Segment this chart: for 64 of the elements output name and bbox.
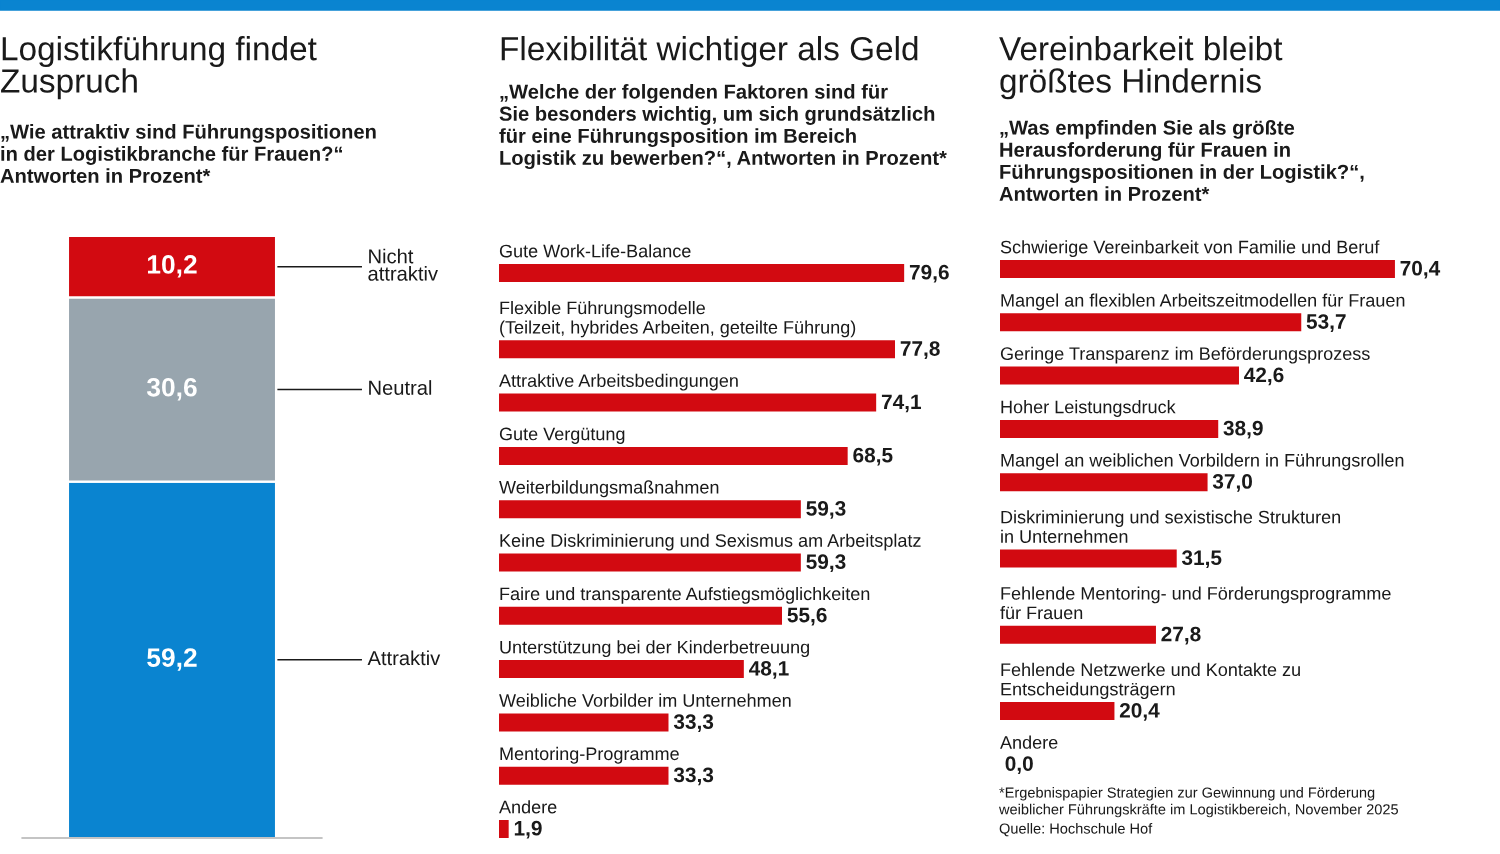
y-tick-label: Faire und transparente Aufstiegsmöglichkeiten (500, 586, 870, 604)
bar (499, 606, 782, 625)
data-label: 31,5 (1181, 550, 1222, 569)
text: Attraktiv (367, 650, 441, 666)
y-tick-label: Weibliche Vorbilder im Unternehmen (499, 693, 791, 707)
text: Nicht attraktiv (368, 248, 438, 281)
y-tick-label: Mangel an weiblichen Vorbildern in Führungsrollen (1001, 453, 1404, 471)
data-label: 77,8 (900, 341, 940, 359)
y-tick-label: Unterstützung bei der Kinderbetreuung (500, 640, 809, 658)
data-label: 48,1 (749, 660, 789, 679)
data-label: 74,1 (881, 394, 921, 413)
y-tick-label: Gute Work-Life-Balance (499, 244, 691, 258)
bar (499, 553, 801, 572)
y-tick-label: Mentoring-Programme (500, 746, 679, 764)
source-note: Quelle: Hochschule Hof (999, 823, 1153, 837)
bar (499, 766, 669, 785)
y-tick-label: Schwierige Vereinbarkeit von Familie und Beruf (1000, 240, 1380, 257)
text: *Ergebnispapier Strategien zur Gewinnung und Förderung weiblicher Führungskräfte im Logistikbereich, November 2025 (998, 787, 1398, 818)
y-tick-label: Geringe Transparenz im Beförderungsprozess (1000, 346, 1370, 364)
data-label: 33,3 (673, 767, 714, 786)
y-tick-label: Andere (1000, 735, 1058, 749)
bar (499, 820, 509, 838)
y-tick-label: Fehlende Mentoring- und Förderungsprogramme für Frauen (1000, 586, 1391, 620)
chart-subtitle: „Wie attraktiv sind Führungspositionen in der Logistikbranche für Frauen?“ Antworten in Prozent* (0, 124, 376, 183)
y-tick-label: Fehlende Netzwerke und Kontakte zu Entscheidungsträgern (1001, 662, 1300, 700)
data-label: 0,0 (1005, 756, 1033, 775)
bar (499, 660, 744, 679)
data-label: 1,9 (514, 820, 542, 839)
data-label: 33,3 (673, 714, 714, 733)
data-label: 27,8 (1161, 626, 1201, 645)
chart-title: Flexibilität wichtiger als Geld (501, 36, 918, 68)
bar (499, 446, 848, 465)
data-label: 37,0 (1212, 474, 1252, 492)
data-label: 38,9 (1223, 420, 1263, 439)
chart-title: Vereinbarkeit bleibt größtes Hindernis (999, 36, 1283, 100)
data-label: 30,6 (146, 377, 197, 401)
bar (499, 500, 801, 519)
data-label: 59,3 (806, 554, 846, 573)
chart-title: Logistikführung findet Zuspruch (1, 36, 317, 100)
bar (499, 713, 669, 732)
data-label: 42,6 (1244, 367, 1284, 386)
y-tick-label: Weiterbildungsmaßnahmen (499, 480, 719, 498)
y-tick-label: Keine Diskriminierung und Sexismus am Arbeitsplatz (500, 533, 921, 551)
data-label: 79,6 (909, 264, 949, 283)
data-label: 68,5 (853, 447, 893, 466)
y-tick-label: Gute Vergütung (499, 427, 625, 444)
data-label: 55,6 (787, 607, 827, 626)
chart-subtitle: „Welche der folgenden Faktoren sind für Sie besonders wichtig, um sich grundsätzlich für eine Führungsposition im Bereich Logistik zu bewerben?“, Antworten in Prozent* (499, 84, 947, 170)
data-label: 70,4 (1400, 260, 1441, 279)
data-label: 59,3 (806, 501, 846, 519)
y-tick-label: Mangel an flexiblen Arbeitszeitmodellen für Frauen (1001, 293, 1405, 311)
bar (499, 340, 895, 359)
data-label: 10,2 (147, 255, 197, 278)
data-label: 53,7 (1306, 314, 1346, 332)
text: Neutral (369, 380, 432, 395)
bar (499, 393, 877, 412)
data-label: 59,2 (147, 648, 197, 671)
chart-subtitle: „Was empfinden Sie als größte Herausforderung für Frauen in Führungspositionen in der Logistik?“, Antworten in Prozent* (999, 120, 1364, 202)
y-tick-label: Hoher Leistungsdruck (1001, 400, 1176, 417)
y-tick-label: Attraktive Arbeitsbedingungen (499, 373, 738, 391)
y-tick-label: Flexible Führungsmodelle (Teilzeit, hybrides Arbeiten, geteilte Führung) (500, 301, 856, 338)
data-label: 20,4 (1119, 702, 1160, 721)
y-tick-label: Diskriminierung und sexistische Strukturen in Unternehmen (1001, 510, 1341, 543)
y-tick-label: Andere (499, 800, 557, 814)
